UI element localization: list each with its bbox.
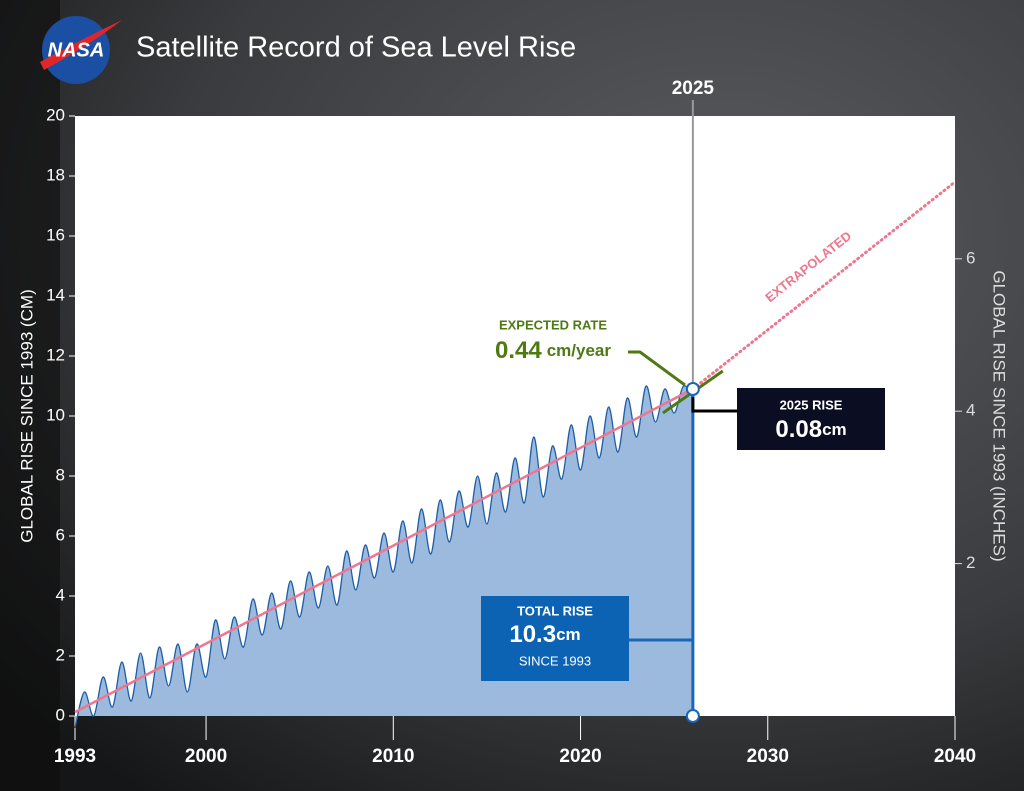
expected-rate-value: 0.44 xyxy=(495,337,542,364)
rise-2025-title: 2025 RISE xyxy=(780,397,843,412)
y2-tick-label: 6 xyxy=(966,248,975,267)
total-rise-value: 10.3 xyxy=(509,621,556,648)
total-rise-note: SINCE 1993 xyxy=(519,653,591,668)
x-tick-label: 1993 xyxy=(54,746,96,767)
rise-2025-unit: cm xyxy=(822,420,847,439)
x-tick-label: 2010 xyxy=(372,746,414,767)
total-rise-text: 10.3cm xyxy=(509,621,580,648)
x-tick-label: 2030 xyxy=(747,746,789,767)
x-tick-label: 2040 xyxy=(934,746,976,767)
marker-label: 2025 xyxy=(672,78,715,99)
logo: NASA xyxy=(40,16,122,84)
y-tick-label: 2 xyxy=(56,645,65,664)
y-tick-label: 4 xyxy=(56,585,65,604)
y-tick-label: 12 xyxy=(46,345,65,364)
y-axis-label: GLOBAL RISE SINCE 1993 (CM) xyxy=(17,289,36,543)
marker-bottom xyxy=(685,709,700,723)
y-tick-label: 14 xyxy=(46,285,65,304)
expected-rate-unit: cm/year xyxy=(547,341,612,360)
expected-rate-text: 0.44 cm/year xyxy=(495,337,611,364)
expected-rate-leader xyxy=(628,350,686,387)
rise-2025-box xyxy=(737,388,885,450)
background-shade xyxy=(0,0,60,791)
area-line xyxy=(74,385,694,729)
trend-line xyxy=(74,387,694,714)
y-tick-label: 0 xyxy=(56,705,65,724)
chart-title: Satellite Record of Sea Level Rise xyxy=(136,32,576,64)
total-rise-box xyxy=(481,596,629,681)
y2-axis-label: GLOBAL RISE SINCE 1993 (INCHES) xyxy=(990,270,1009,561)
y-tick-label: 10 xyxy=(46,405,65,424)
total-rise-title: TOTAL RISE xyxy=(517,603,593,618)
y-tick-label: 20 xyxy=(46,105,65,124)
y2-tick-label: 4 xyxy=(966,401,975,420)
y-tick-label: 18 xyxy=(46,165,65,184)
rise-2025-value: 0.08 xyxy=(775,416,822,443)
x-tick-label: 2000 xyxy=(185,746,227,767)
rise-bracket xyxy=(691,397,737,413)
marker-top xyxy=(685,382,700,396)
logo-swoosh xyxy=(40,20,122,70)
logo-text: NASA xyxy=(48,39,105,61)
x-tick-label: 2020 xyxy=(559,746,601,767)
extrapolation-line xyxy=(691,180,957,391)
y-tick-label: 6 xyxy=(56,525,65,544)
total-rise-unit: cm xyxy=(556,625,581,644)
y-tick-label: 16 xyxy=(46,225,65,244)
y2-tick-label: 2 xyxy=(966,553,975,572)
y-tick-label: 8 xyxy=(56,465,65,484)
expected-rate-title: EXPECTED RATE xyxy=(499,317,607,332)
rise-2025-text: 0.08cm xyxy=(775,416,846,443)
